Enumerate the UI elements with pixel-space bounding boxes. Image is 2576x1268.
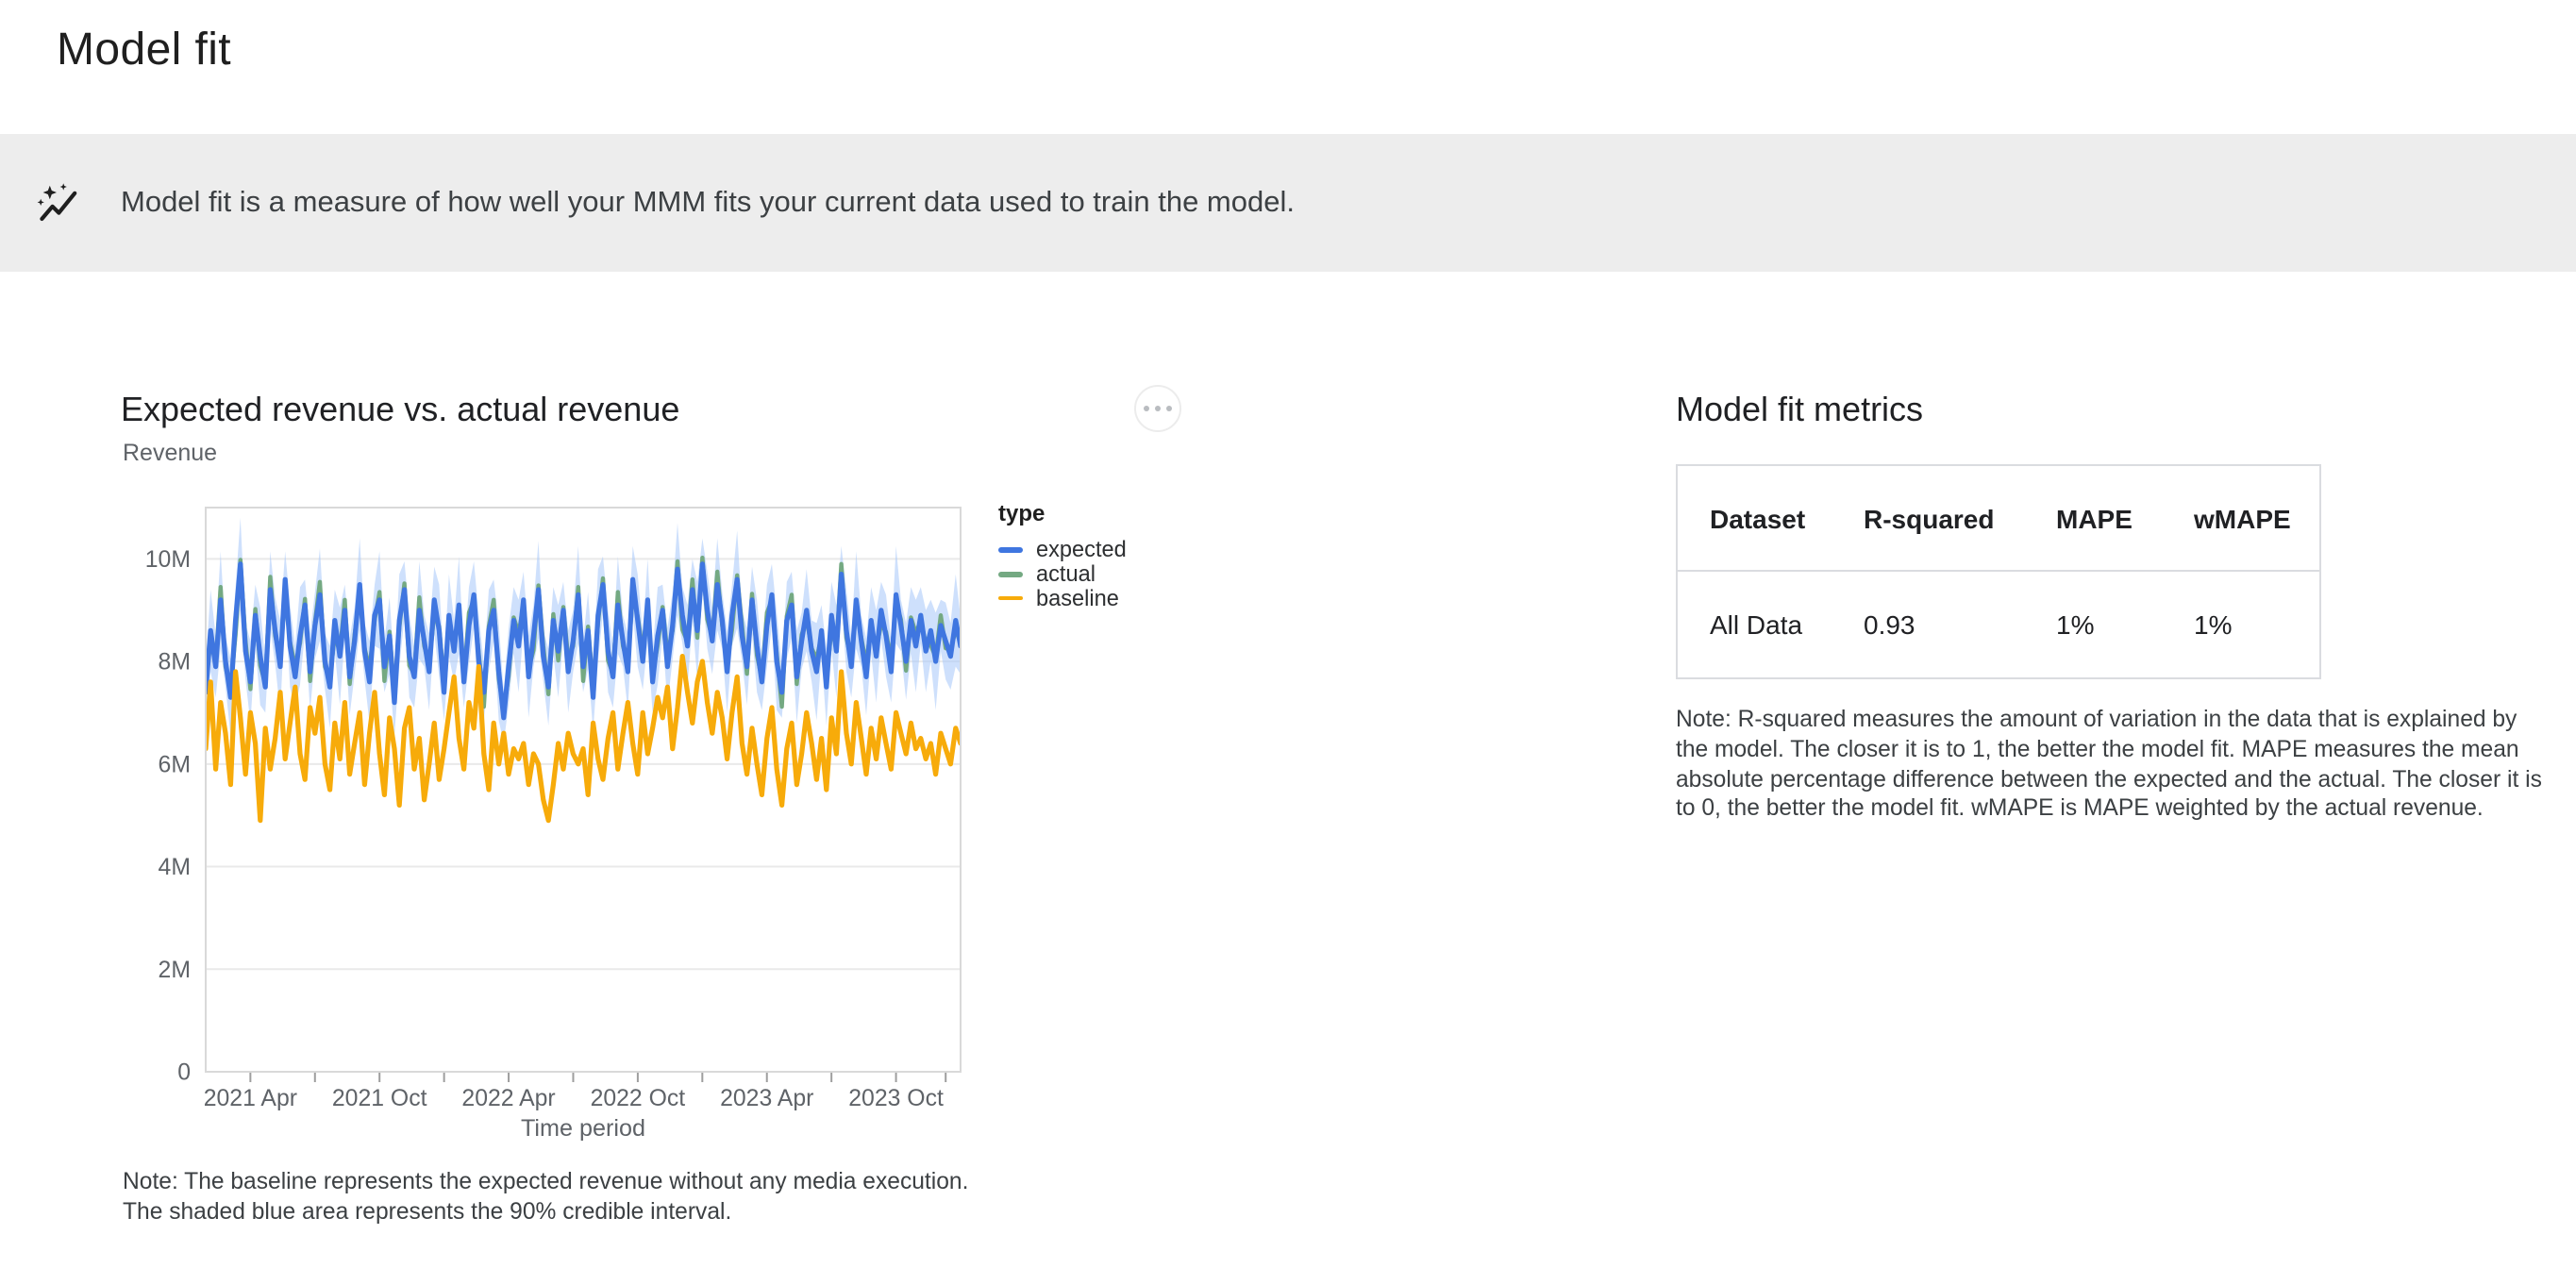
legend-item-actual: actual (998, 560, 1127, 588)
legend-swatch (998, 571, 1023, 577)
intro-banner: Model fit is a measure of how well your … (0, 134, 2576, 272)
chart-note: Note: The baseline represents the expect… (123, 1166, 968, 1228)
series-baseline-line (206, 654, 961, 824)
metrics-note-line: to 0, the better the model fit. wMAPE is… (1676, 794, 2484, 822)
y-axis-tick-label: 0 (177, 1060, 191, 1086)
chart-legend: type expected actual baseline (998, 500, 1127, 611)
metrics-header-row: Dataset R-squared MAPE wMAPE (1677, 465, 2320, 571)
legend-label: baseline (1036, 585, 1119, 611)
plot-border (205, 507, 962, 1073)
chart-note-line: The shaded blue area represents the 90% … (123, 1198, 732, 1226)
legend-label: actual (1036, 560, 1096, 588)
metrics-col-header: R-squared (1864, 503, 1995, 533)
ellipsis-dot (1154, 405, 1162, 412)
x-axis-tick-label: 2023 Apr (720, 1086, 813, 1111)
y-axis-tick-label: 10M (145, 547, 191, 573)
legend-swatch (998, 547, 1023, 553)
x-axis-tick-label: 2022 Oct (591, 1086, 686, 1111)
y-axis-title: Revenue (123, 440, 218, 466)
auto-graph-insights-icon (36, 180, 81, 225)
metrics-note: Note: R-squared measures the amount of v… (1676, 706, 2542, 825)
ellipsis-dot (1165, 405, 1172, 412)
legend-title: type (998, 500, 1045, 526)
page-title: Model fit (57, 25, 232, 75)
x-axis-tick-label: 2023 Oct (848, 1086, 944, 1111)
metrics-cell: 0.93 (1864, 609, 1915, 640)
metrics-title: Model fit metrics (1676, 391, 1924, 428)
metrics-col-header: MAPE (2056, 503, 2133, 533)
y-axis-tick-label: 4M (159, 855, 191, 880)
legend-item-expected: expected (998, 536, 1127, 563)
x-axis-tick-label: 2022 Apr (461, 1086, 555, 1111)
chart-title: Expected revenue vs. actual revenue (121, 391, 680, 428)
legend-item-baseline: baseline (998, 585, 1127, 611)
series-expected-line (206, 561, 961, 721)
metrics-note-line: the model. The closer it is to 1, the be… (1676, 735, 2519, 762)
metrics-table-row: All Data 0.93 1% 1% (1677, 571, 2320, 678)
revenue-line-chart: 0 2M 4M 6M 8M 10M 2021 Apr 2021 Oct 2022 Apr 2022… (145, 507, 962, 1142)
y-axis-tick-label: 2M (159, 958, 191, 983)
metrics-cell: All Data (1710, 609, 1803, 640)
x-axis-tick-label: 2021 Oct (332, 1086, 427, 1111)
more-options-button[interactable] (1134, 385, 1181, 432)
x-axis-title: Time period (521, 1115, 645, 1142)
metrics-cell: 1% (2056, 609, 2095, 640)
y-axis-tick-label: 8M (159, 650, 191, 676)
x-axis-tick-label: 2021 Apr (204, 1086, 297, 1111)
metrics-cell: 1% (2194, 609, 2233, 640)
banner-text: Model fit is a measure of how well your … (121, 186, 1295, 218)
metrics-col-header: Dataset (1710, 503, 1806, 533)
metrics-table: Dataset R-squared MAPE wMAPE All Data 0.93 1%… (1676, 464, 2321, 679)
y-axis-tick-label: 6M (159, 752, 191, 777)
legend-swatch (998, 595, 1023, 601)
metrics-note-line: Note: R-squared measures the amount of v… (1676, 706, 2517, 732)
metrics-col-header: wMAPE (2194, 503, 2291, 533)
metrics-note-line: absolute percentage difference between t… (1676, 765, 2542, 792)
legend-label: expected (1036, 536, 1127, 563)
chart-note-line: Note: The baseline represents the expect… (123, 1168, 969, 1194)
ellipsis-dot (1144, 405, 1150, 412)
